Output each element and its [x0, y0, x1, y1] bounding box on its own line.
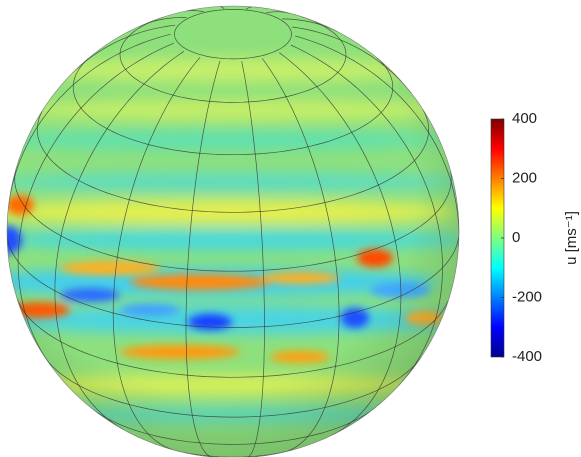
graticule-line	[8, 33, 171, 208]
graticule-line	[16, 297, 449, 378]
colorbar-tick-label: 200	[512, 169, 537, 186]
colorbar-tick-label: -200	[512, 288, 542, 305]
graticule-line	[72, 57, 394, 156]
graticule-line	[174, 9, 292, 60]
colorbar-tick-label: 400	[512, 110, 537, 127]
graticule-line	[119, 16, 347, 103]
globe-outline	[6, 5, 460, 457]
graticule-line	[279, 52, 402, 436]
graticule-line	[36, 109, 430, 213]
graticule-line	[295, 35, 459, 250]
graticule-line	[54, 51, 185, 430]
graticule-line	[92, 408, 375, 445]
graticule-line	[186, 10, 204, 13]
graticule-line	[290, 44, 443, 387]
colorbar-tick-label: -400	[512, 348, 542, 365]
graticule-line	[169, 448, 298, 457]
graticule-line	[7, 233, 459, 328]
colorbar-label: u [ms⁻¹]	[563, 211, 580, 265]
globe-field	[7, 6, 459, 457]
graticule-line	[112, 57, 201, 451]
graticule-line	[241, 61, 265, 457]
graticule-line	[185, 60, 221, 457]
graticule-line	[138, 17, 187, 27]
graticule-line	[45, 356, 422, 418]
graticule-line	[292, 26, 412, 94]
graticule-line	[72, 24, 176, 74]
graticule-line	[17, 42, 174, 366]
graticule-line	[261, 58, 340, 453]
graticule-line	[245, 6, 253, 10]
colorbar-tick-label: 0	[512, 229, 520, 246]
graticule-line	[14, 167, 452, 272]
graticule-line	[282, 18, 338, 33]
